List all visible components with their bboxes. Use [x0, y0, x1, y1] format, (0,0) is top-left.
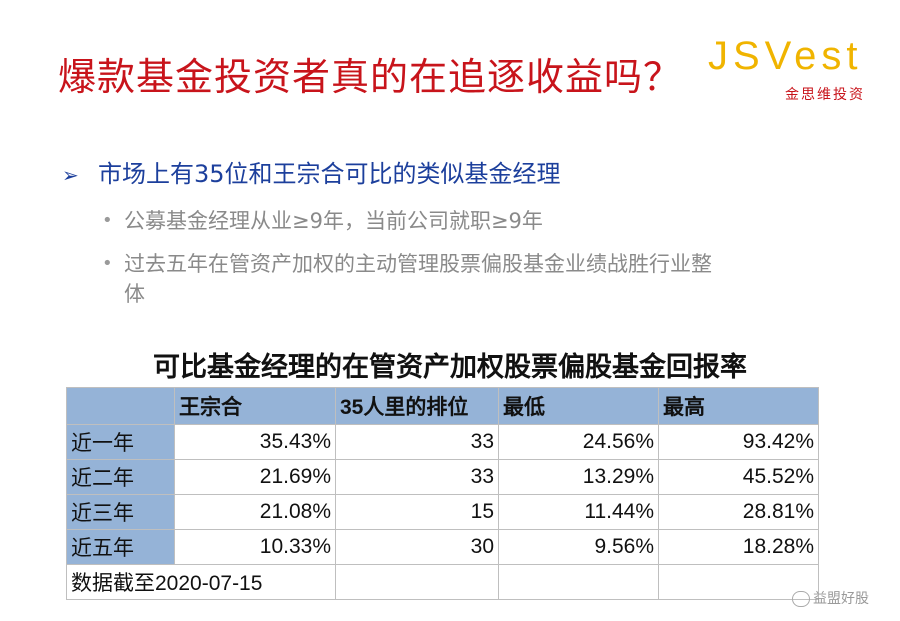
sub-bullet-item: • 过去五年在管资产加权的主动管理股票偏股基金业绩战胜行业整体 [102, 249, 722, 309]
dot-bullet-icon: • [102, 210, 113, 231]
logo-word: JSVest [708, 34, 863, 78]
header-cell-min: 最低 [498, 387, 659, 425]
arrow-bullet-icon: ➢ [62, 163, 79, 187]
table-title: 可比基金经理的在管资产加权股票偏股基金回报率 [153, 352, 747, 383]
header-cell-corner [66, 387, 175, 425]
table-row: 近二年 21.69% 33 13.29% 45.52% [66, 459, 819, 495]
table-row: 近五年 10.33% 30 9.56% 18.28% [66, 529, 819, 565]
main-bullet-text: 市场上有35位和王宗合可比的类似基金经理 [98, 160, 561, 188]
logo-subtitle: 金思维投资 [785, 87, 865, 103]
sub-bullet-text: 公募基金经理从业≥9年，当前公司就职≥9年 [124, 209, 543, 233]
cell-wangzonghe: 10.33% [174, 529, 336, 565]
cell-rank: 15 [335, 494, 499, 530]
row-label: 近一年 [66, 424, 175, 460]
row-label: 近三年 [66, 494, 175, 530]
cell-max: 93.42% [658, 424, 819, 460]
cell-max: 28.81% [658, 494, 819, 530]
row-label: 近五年 [66, 529, 175, 565]
table-row: 近三年 21.08% 15 11.44% 28.81% [66, 494, 819, 530]
cell-wangzonghe: 21.69% [174, 459, 336, 495]
cell-rank: 30 [335, 529, 499, 565]
header-cell-wangzonghe: 王宗合 [174, 387, 336, 425]
cell-max: 18.28% [658, 529, 819, 565]
table-row: 近一年 35.43% 33 24.56% 93.42% [66, 424, 819, 460]
data-date-note: 数据截至2020-07-15 [66, 564, 336, 600]
table-note-row: 数据截至2020-07-15 [66, 564, 819, 600]
empty-cell [335, 564, 499, 600]
watermark: 益盟好股 [792, 588, 869, 608]
cell-rank: 33 [335, 424, 499, 460]
watermark-text: 益盟好股 [813, 591, 869, 607]
cell-wangzonghe: 21.08% [174, 494, 336, 530]
sub-bullet-list: • 公募基金经理从业≥9年，当前公司就职≥9年 • 过去五年在管资产加权的主动管… [102, 206, 722, 322]
cell-min: 9.56% [498, 529, 659, 565]
jsvest-logo: JSVest 金思维投资 [708, 34, 888, 104]
wechat-icon [792, 591, 810, 607]
cell-min: 11.44% [498, 494, 659, 530]
main-bullet: ➢ 市场上有35位和王宗合可比的类似基金经理 [62, 154, 561, 189]
header-cell-rank: 35人里的排位 [335, 387, 499, 425]
row-label: 近二年 [66, 459, 175, 495]
cell-rank: 33 [335, 459, 499, 495]
sub-bullet-text: 过去五年在管资产加权的主动管理股票偏股基金业绩战胜行业整体 [124, 252, 712, 306]
table-header-row: 王宗合 35人里的排位 最低 最高 [66, 387, 819, 425]
cell-wangzonghe: 35.43% [174, 424, 336, 460]
sub-bullet-item: • 公募基金经理从业≥9年，当前公司就职≥9年 [102, 206, 722, 236]
cell-min: 13.29% [498, 459, 659, 495]
empty-cell [498, 564, 659, 600]
header-cell-max: 最高 [658, 387, 819, 425]
dot-bullet-icon: • [102, 253, 113, 274]
cell-min: 24.56% [498, 424, 659, 460]
cell-max: 45.52% [658, 459, 819, 495]
slide-title: 爆款基金投资者真的在追逐收益吗？ [58, 55, 683, 99]
returns-table: 王宗合 35人里的排位 最低 最高 近一年 35.43% 33 24.56% 9… [66, 387, 819, 600]
